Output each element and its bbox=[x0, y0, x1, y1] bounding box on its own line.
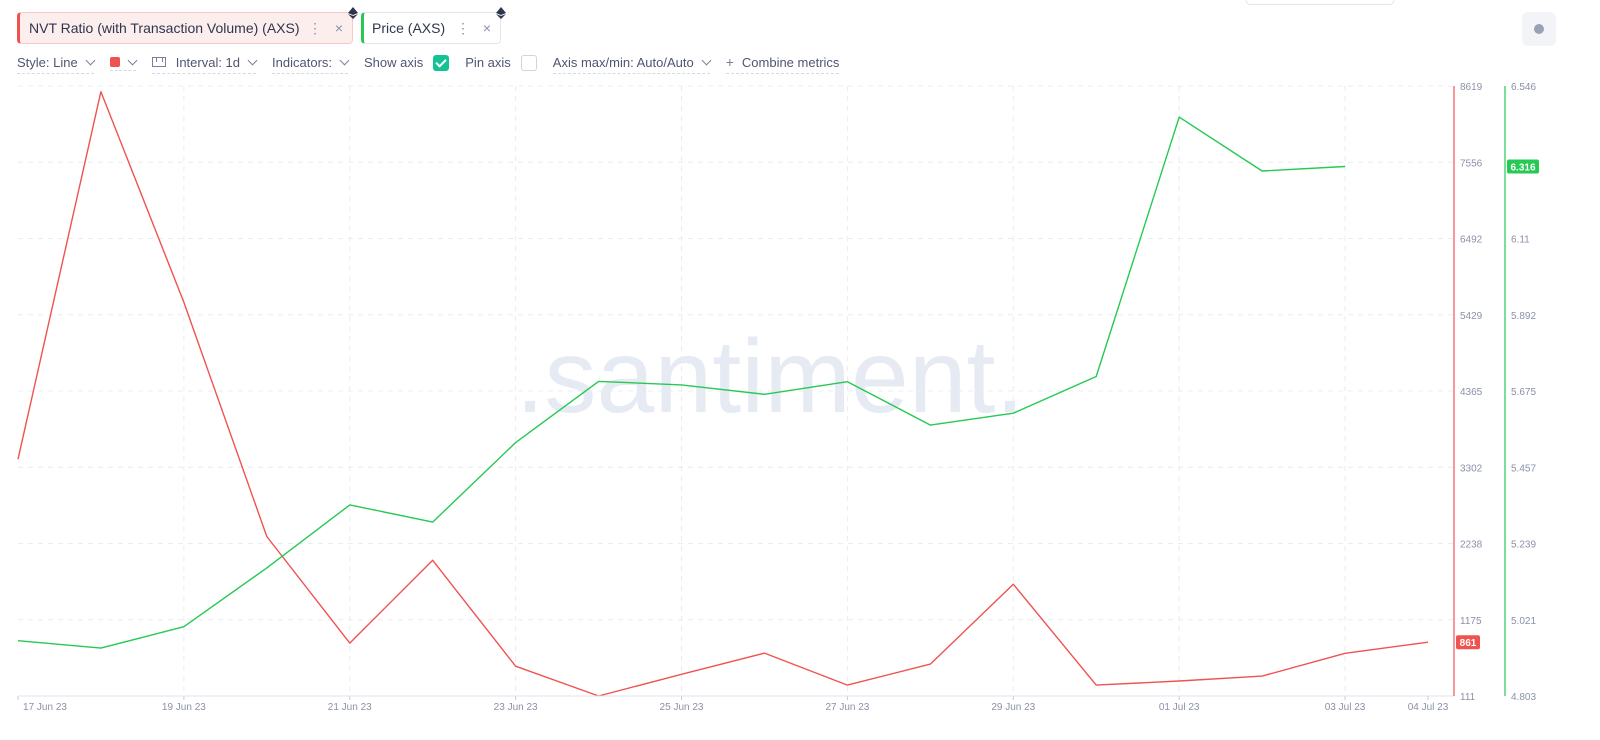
show-axis-label: Show axis bbox=[364, 55, 424, 70]
ruler-icon bbox=[151, 57, 166, 67]
interval-dropdown[interactable]: Interval: 1d bbox=[151, 54, 258, 74]
indicators-dropdown[interactable]: Indicators: bbox=[272, 54, 350, 74]
y-left-tick-label: 3302 bbox=[1460, 463, 1483, 474]
metric-tab-price[interactable]: Price (AXS) ⋮ × bbox=[361, 7, 506, 44]
y-left-tick-label: 5429 bbox=[1460, 311, 1483, 322]
y-left-tick-label: 4365 bbox=[1460, 387, 1483, 398]
y-left-tick-label: 111 bbox=[1460, 692, 1476, 703]
y-right-tick-label: 5.675 bbox=[1511, 387, 1536, 398]
y-right-tick-label: 5.457 bbox=[1511, 463, 1536, 474]
indicators-label: Indicators: bbox=[272, 54, 333, 70]
ethereum-icon bbox=[348, 7, 358, 19]
x-tick-label: 23 Jun 23 bbox=[494, 702, 538, 713]
x-tick-label: 01 Jul 23 bbox=[1159, 702, 1200, 713]
nvt-ratio-line bbox=[17, 91, 1429, 697]
metric-tab-price-label: Price (AXS) bbox=[372, 20, 446, 36]
more-options-icon[interactable]: ⋮ bbox=[456, 19, 470, 36]
color-dropdown[interactable] bbox=[109, 55, 138, 71]
y-right-tick-label: 5.021 bbox=[1511, 616, 1536, 627]
x-tick-label: 27 Jun 23 bbox=[825, 702, 869, 713]
metric-tab-nvt[interactable]: NVT Ratio (with Transaction Volume) (AXS… bbox=[17, 7, 358, 44]
price-last-value-label: 6.316 bbox=[1510, 162, 1535, 173]
show-axis-toggle[interactable]: Show axis bbox=[364, 54, 450, 74]
axis-maxmin-label: Axis max/min: Auto/Auto bbox=[552, 54, 694, 70]
date-range-box[interactable] bbox=[1246, 0, 1394, 5]
y-left-tick-label: 8619 bbox=[1460, 82, 1483, 93]
style-label: Style: Line bbox=[17, 54, 78, 70]
y-right-tick-label: 4.803 bbox=[1511, 692, 1536, 703]
style-dropdown[interactable]: Style: Line bbox=[17, 54, 96, 74]
y-left-tick-label: 7556 bbox=[1460, 158, 1483, 169]
x-tick-label: 19 Jun 23 bbox=[162, 702, 206, 713]
y-left-tick-label: 6492 bbox=[1460, 235, 1483, 246]
plus-icon: + bbox=[725, 54, 734, 70]
axis-maxmin-dropdown[interactable]: Axis max/min: Auto/Auto bbox=[552, 54, 712, 74]
x-tick-label: 03 Jul 23 bbox=[1325, 702, 1366, 713]
interval-label: Interval: 1d bbox=[175, 54, 241, 70]
price-last-value-badge bbox=[1507, 159, 1539, 174]
metric-tab-nvt-label: NVT Ratio (with Transaction Volume) (AXS… bbox=[29, 20, 300, 36]
x-tick-label: 17 Jun 23 bbox=[23, 702, 67, 713]
record-icon bbox=[1534, 24, 1544, 34]
close-icon[interactable]: × bbox=[482, 20, 492, 36]
x-tick-label: 04 Jul 23 bbox=[1408, 702, 1449, 713]
combine-metrics-label: Combine metrics bbox=[741, 54, 840, 70]
record-button[interactable] bbox=[1522, 12, 1556, 46]
ethereum-icon bbox=[496, 7, 506, 19]
pin-axis-toggle[interactable]: Pin axis bbox=[465, 54, 537, 74]
y-left-tick-label: 1175 bbox=[1460, 616, 1482, 627]
y-left-tick-label: 2238 bbox=[1460, 540, 1483, 551]
chart-toolbar: Style: Line Interval: 1d Indicators: Sho… bbox=[17, 54, 855, 74]
price-line bbox=[17, 116, 1346, 649]
show-axis-checkbox[interactable] bbox=[433, 54, 450, 71]
x-tick-label: 21 Jun 23 bbox=[328, 702, 372, 713]
color-swatch bbox=[109, 57, 120, 67]
close-icon[interactable]: × bbox=[334, 20, 344, 36]
combine-metrics-button[interactable]: + Combine metrics bbox=[725, 54, 840, 74]
y-right-tick-label: 6.11 bbox=[1511, 235, 1530, 246]
x-tick-label: 29 Jun 23 bbox=[991, 702, 1035, 713]
x-tick-label: 25 Jun 23 bbox=[660, 702, 704, 713]
y-right-tick-label: 5.239 bbox=[1511, 540, 1536, 551]
y-right-tick-label: 6.546 bbox=[1511, 82, 1536, 93]
watermark: .santiment. bbox=[516, 319, 1025, 435]
pin-axis-checkbox[interactable] bbox=[520, 54, 537, 71]
more-options-icon[interactable]: ⋮ bbox=[308, 19, 322, 36]
nvt-last-value-badge bbox=[1456, 635, 1480, 650]
nvt-last-value-label: 861 bbox=[1460, 638, 1477, 649]
pin-axis-label: Pin axis bbox=[465, 55, 511, 70]
y-right-tick-label: 5.892 bbox=[1511, 311, 1536, 322]
